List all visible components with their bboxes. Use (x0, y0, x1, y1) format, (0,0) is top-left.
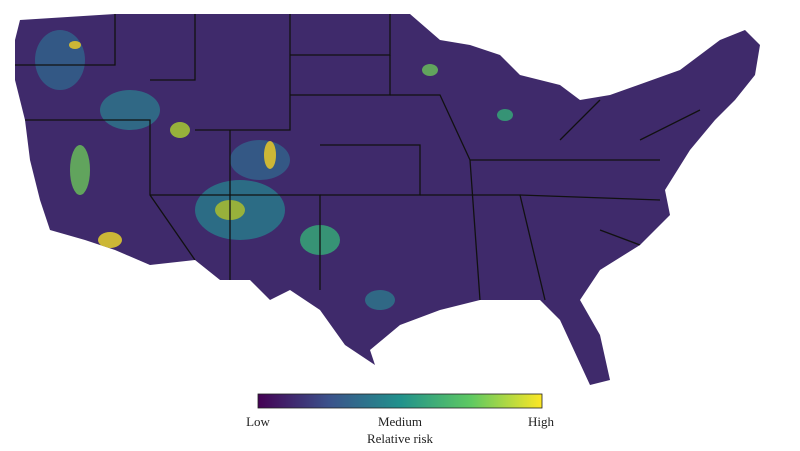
legend-label: High (528, 414, 555, 429)
map-body (15, 14, 760, 385)
state-borders (15, 14, 701, 301)
legend-title: Relative risk (367, 431, 434, 446)
land (15, 14, 760, 385)
legend-label: Medium (378, 414, 422, 429)
legend-label: Low (246, 414, 270, 429)
colorbar (257, 393, 543, 409)
